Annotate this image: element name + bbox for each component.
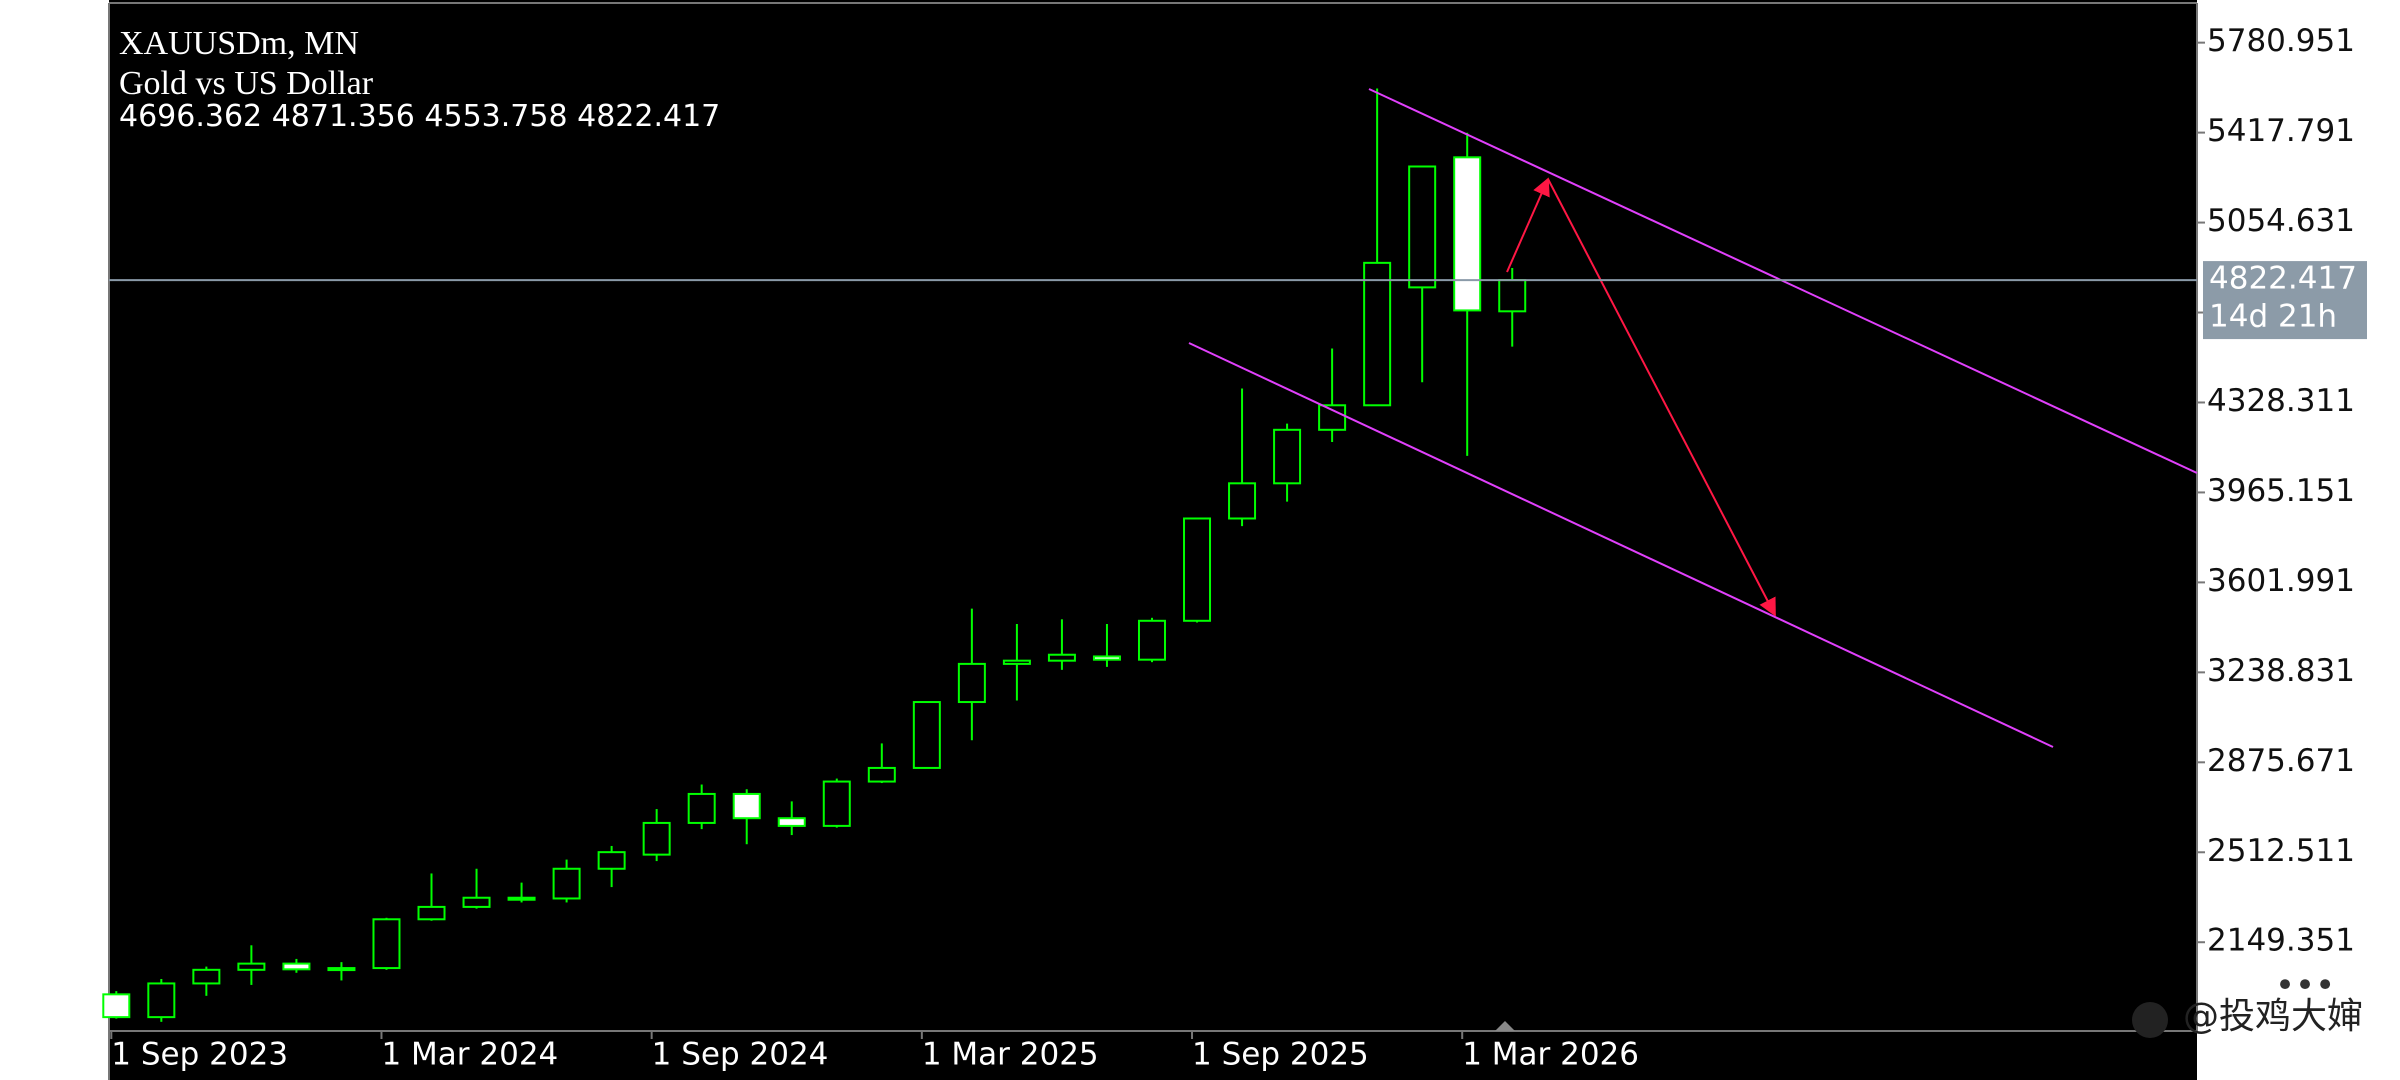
candle-body: [1363, 261, 1392, 407]
y-tick-label: 5417.791: [2207, 113, 2355, 149]
arrow-up: [1506, 177, 1550, 273]
ohlc-open: 4696.362: [119, 99, 262, 134]
x-tick-label: 1 Sep 2025: [1192, 1037, 1369, 1073]
ohlc-high: 4871.356: [272, 99, 415, 134]
candle-body: [462, 896, 491, 908]
y-tick-label: 2512.511: [2207, 833, 2355, 869]
y-tick-label: 5780.951: [2207, 23, 2355, 59]
candle-body: [642, 821, 671, 856]
candle-body: [507, 896, 536, 901]
watermark-icon: [2132, 1002, 2168, 1038]
candle-body: [1453, 156, 1482, 312]
candle-body: [1273, 428, 1302, 485]
candle-body: [867, 766, 896, 783]
candle-body: [147, 982, 176, 1019]
channel-lower: [1188, 342, 2054, 748]
ohlc-close: 4822.417: [577, 99, 720, 134]
y-tick-label: 3238.831: [2207, 653, 2355, 689]
candle-body: [957, 662, 986, 704]
x-tick-label: 1 Mar 2026: [1462, 1037, 1639, 1073]
ohlc-readout: 4696.362 4871.356 4553.758 4822.417: [119, 99, 720, 134]
current-bar-marker: [1495, 1021, 1515, 1031]
x-tick-label: 1 Mar 2025: [922, 1037, 1099, 1073]
candle-body: [1498, 279, 1527, 313]
candle-body: [327, 967, 356, 972]
candle-body: [822, 780, 851, 827]
candles: [102, 88, 1527, 1022]
candle-body: [1137, 619, 1166, 661]
description: Gold vs US Dollar: [119, 65, 374, 102]
y-tick-label: 5054.631: [2207, 203, 2355, 239]
candle-body: [732, 792, 761, 820]
x-tick-label: 1 Sep 2023: [111, 1037, 288, 1073]
price-label-box: [2203, 261, 2367, 340]
candle-body: [192, 968, 221, 985]
candle-body: [1047, 653, 1076, 662]
ohlc-low: 4553.758: [424, 99, 567, 134]
price-label: 4822.417: [2209, 261, 2357, 297]
candle-body: [417, 905, 446, 921]
arrow-down: [1547, 178, 1776, 617]
y-tick-label: 2875.671: [2207, 743, 2355, 779]
watermark: @投鸡大婶: [2183, 996, 2363, 1037]
more-dots[interactable]: •••: [2275, 966, 2335, 1006]
candle-body: [102, 993, 131, 1019]
candle-body: [1228, 482, 1257, 520]
candle-body: [372, 918, 401, 970]
candle-body: [552, 867, 581, 900]
candle-body: [1408, 165, 1437, 289]
candle-body: [1002, 659, 1031, 665]
countdown: 14d 21h: [2209, 299, 2337, 335]
x-tick-label: 1 Mar 2024: [381, 1037, 558, 1073]
symbol: XAUUSDm, MN: [119, 25, 359, 62]
x-tick-label: 1 Sep 2024: [652, 1037, 829, 1073]
candle-body: [237, 962, 266, 971]
y-tick-label: 3601.991: [2207, 563, 2355, 599]
candle-body: [597, 851, 626, 870]
candle-body: [1092, 655, 1121, 661]
corner-background: [2197, 1031, 2400, 1080]
candle-body: [282, 962, 311, 971]
y-tick-label: 3965.151: [2207, 473, 2355, 509]
candle-body: [687, 792, 716, 824]
y-tick-label: 4328.311: [2207, 383, 2355, 419]
candle-body: [1183, 517, 1212, 622]
candle-body: [912, 701, 941, 769]
candle-body: [777, 817, 806, 827]
y-tick-label: 2149.351: [2207, 923, 2355, 959]
plot-background: [109, 0, 2197, 1080]
